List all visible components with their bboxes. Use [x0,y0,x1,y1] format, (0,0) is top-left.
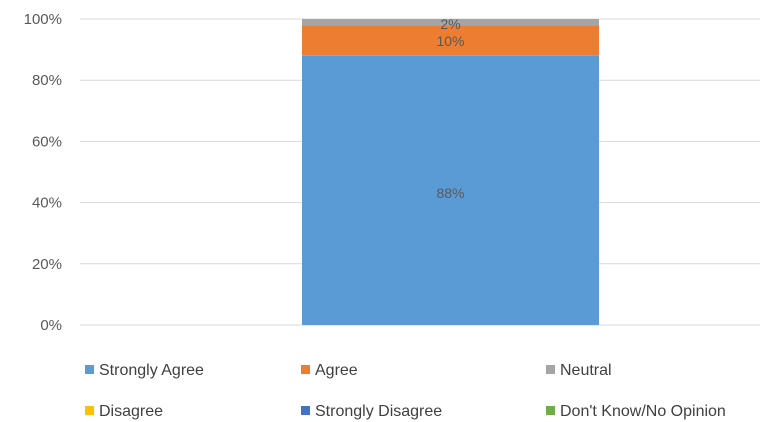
y-axis-ticks: 0% 20% 40% 60% 80% 100% [24,11,62,334]
y-tick-label: 0% [40,317,62,334]
y-tick-label: 60% [32,133,62,150]
legend-swatch-neutral [546,365,555,374]
data-label-neutral: 2% [440,16,460,32]
y-tick-label: 80% [32,72,62,89]
bar-segment-agree [302,25,599,56]
y-tick-label: 40% [32,195,62,212]
legend-label-don-t-know-no-opinion: Don't Know/No Opinion [560,403,726,420]
y-tick-label: 20% [32,256,62,273]
legend-label-neutral: Neutral [560,362,612,379]
bar-segment-neutral [302,19,599,26]
legend-label-strongly-agree: Strongly Agree [99,362,204,379]
legend-swatch-disagree [85,406,94,415]
legend-swatch-agree [301,365,310,374]
legend-swatch-strongly-disagree [301,406,310,415]
bar-segment-strongly-agree [302,55,599,325]
data-labels: 88% 10%2% [436,16,464,201]
bars [302,19,599,325]
legend-label-agree: Agree [315,362,358,379]
legend: Strongly Agree Agree Neutral Disagree Strong… [85,362,726,420]
data-label-strongly-agree: 88% [436,185,464,201]
legend-swatch-don-t-know-no-opinion [546,406,555,415]
y-tick-label: 100% [24,11,62,28]
legend-swatch-strongly-agree [85,365,94,374]
legend-label-strongly-disagree: Strongly Disagree [315,403,442,420]
data-label-agree: 10% [436,33,464,49]
legend-label-disagree: Disagree [99,403,163,420]
